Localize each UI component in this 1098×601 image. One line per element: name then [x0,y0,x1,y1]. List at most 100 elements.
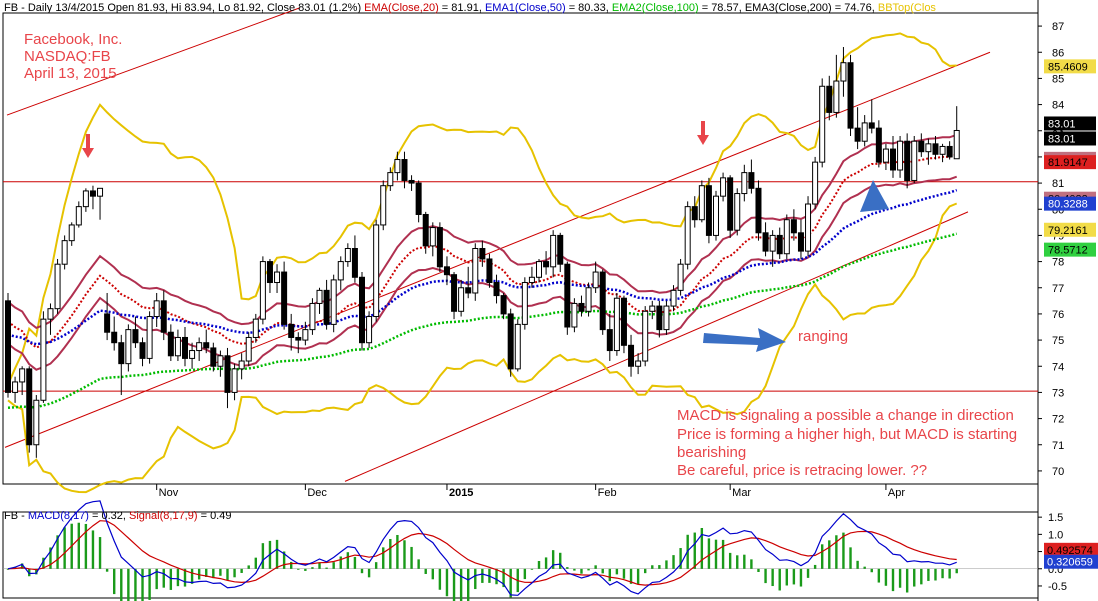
macd-hist-bar [481,568,484,583]
macd-hist-bar [544,557,548,569]
candle [5,292,11,398]
macd-hist-bar [318,562,321,569]
candle [507,308,514,377]
price-tag: 83.01 [1044,116,1096,131]
note-line-1: MACD is signaling a possible a change in… [677,407,1014,424]
candle-up [458,287,465,312]
macd-hist-bar [913,568,916,587]
candle-up [309,302,316,331]
candle-up [217,355,224,367]
candle-up [337,261,344,281]
candle [741,164,748,202]
candle-up [12,381,19,393]
price-tag-label: 85.4609 [1048,61,1088,73]
price-tag-label: 78.5712 [1048,245,1088,257]
candle [826,75,833,121]
macd-hist-bar [870,568,873,573]
macd-hist-bar [658,565,661,569]
candle-up [783,219,790,255]
macd-hist-bar [665,560,668,569]
candle [606,313,613,362]
candle-up [741,172,748,195]
candle-down [266,261,273,284]
candle-down [118,342,125,365]
candle [847,54,854,136]
candle [344,243,351,267]
macd-hist-bar [615,568,619,575]
candle-down [755,187,762,234]
header-part-3: Signal(8,17,9) [129,510,198,522]
macd-hist-bar [6,568,10,570]
candle [429,222,436,257]
macd-hist-bar [927,568,930,581]
bollinger-upper [7,32,957,385]
candle [528,266,535,288]
candle-up [720,177,727,197]
candle [500,292,507,320]
candle [705,177,712,244]
macd-hist-bar [374,562,378,569]
macd-hist-bar [566,567,569,569]
macd-hist-bar [523,568,527,580]
candle-up [521,282,528,325]
price-tag-label: 83.01 [1048,118,1076,130]
candle-up [189,350,196,359]
macd-hist-bar [290,561,293,569]
candle [224,347,231,409]
candle [925,138,932,165]
candle [182,327,188,367]
macd-hist-bar [91,530,95,569]
channel-line-2 [344,211,969,482]
candle [387,167,394,191]
candle-down [104,313,111,333]
candle-up [613,297,620,352]
candle [720,172,727,202]
macd-hist-bar [629,568,633,584]
candle [373,219,380,322]
ema50-line [7,188,958,346]
candle-up [330,279,337,325]
candle [486,253,493,288]
candle [755,180,762,241]
note-line-3: bearishing [677,444,746,461]
candle [443,256,450,286]
header-part-5: EMA2(Close,100) [612,2,699,14]
candle [493,274,500,304]
candle [238,353,245,380]
candle [54,258,61,314]
candle [536,258,542,283]
candle-down [401,159,408,181]
candle [75,201,82,228]
macd-hist-bar [587,568,590,571]
candle-down [139,342,146,359]
candle [104,292,111,341]
macd-hist-bar [601,568,604,574]
macd-hist-bar [105,568,109,572]
candle-down [578,302,585,312]
macd-hist-bar [169,568,173,590]
macd-hist-bar [799,568,803,587]
candle-down [868,122,875,129]
candle-down [281,271,288,325]
blue-arrow-ranging [703,328,786,352]
x-tick-label: Apr [888,487,905,499]
macd-hist-bar [212,568,215,579]
y-tick-label: 84 [1052,100,1064,112]
y-tick-label: 86 [1052,47,1064,59]
macd-hist-bar [495,568,498,585]
macd-hist-bar [183,568,187,587]
candle-down [210,347,217,367]
candle-up [734,193,741,231]
candle-down [854,127,861,142]
candle-up [54,263,61,310]
ranging-label: ranging [798,328,848,345]
macd-hist-bar [84,523,88,569]
macd-hist-bar [382,547,385,569]
candle-down [167,331,174,357]
macd-hist-bar [417,559,420,569]
candle-up [819,85,826,163]
macd-hist-bar [474,568,477,590]
channel-line-0 [6,7,301,116]
candle-up [33,399,40,446]
